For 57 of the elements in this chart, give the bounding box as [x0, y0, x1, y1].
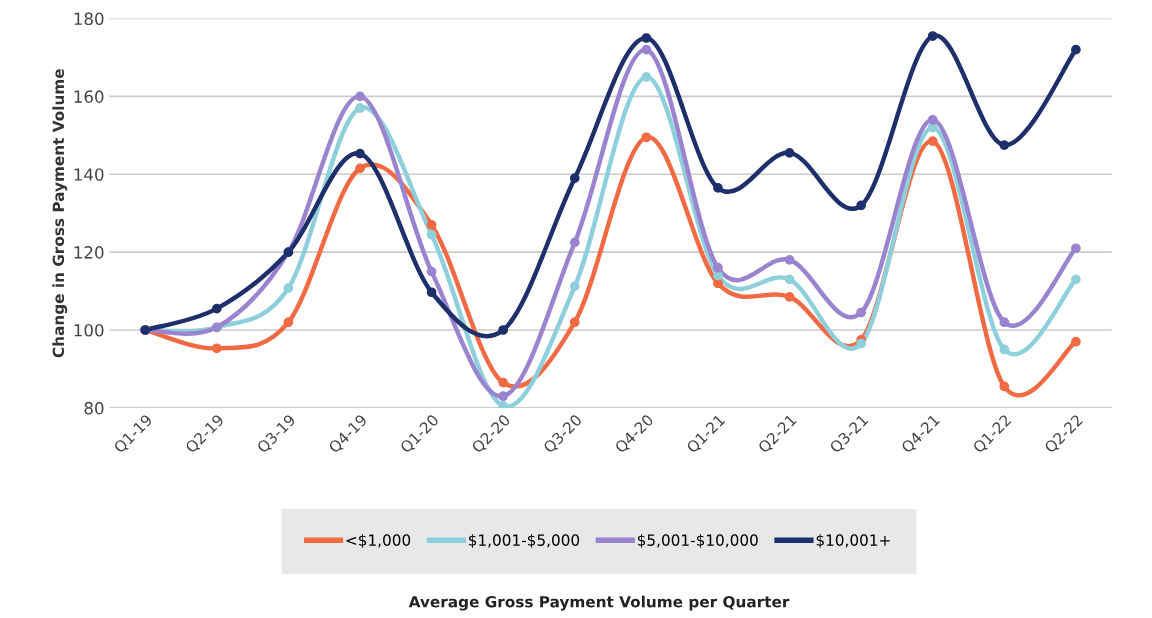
point	[856, 338, 866, 349]
legend-label: $5,001-$10,000	[637, 534, 758, 548]
point	[355, 148, 365, 159]
point	[999, 381, 1010, 392]
y-tick-label: 140	[74, 168, 104, 181]
point	[1071, 243, 1081, 254]
point	[927, 31, 938, 41]
legend-label: <$1,000	[346, 534, 411, 548]
point	[426, 266, 437, 277]
point	[784, 292, 795, 302]
point	[927, 136, 938, 147]
y-tick-label: 80	[84, 401, 104, 415]
point	[498, 391, 509, 402]
point	[211, 343, 222, 354]
point	[856, 200, 866, 211]
point	[355, 103, 365, 113]
point	[426, 220, 437, 230]
point	[569, 173, 580, 184]
y-tick-label: 100	[74, 323, 104, 337]
point	[1071, 44, 1081, 55]
point	[426, 287, 437, 298]
point	[426, 229, 437, 240]
point	[713, 262, 723, 273]
legend-label: $1,001-$5,000	[468, 534, 580, 548]
point	[856, 307, 866, 318]
point	[355, 163, 365, 174]
point	[999, 344, 1010, 355]
point	[569, 281, 580, 292]
point	[641, 72, 652, 82]
point	[211, 303, 222, 314]
point	[784, 274, 795, 285]
text: Average Gross Payment Volume per Quarter	[408, 595, 790, 611]
point	[498, 325, 509, 335]
point	[283, 317, 294, 328]
point	[927, 114, 938, 125]
point	[355, 91, 365, 102]
point	[713, 270, 723, 281]
y-tick-label: 120	[74, 246, 104, 259]
legend-label: $10,001+	[816, 534, 890, 548]
point	[999, 140, 1010, 150]
point	[999, 317, 1010, 328]
point	[641, 44, 652, 55]
point	[1071, 274, 1081, 285]
point	[498, 377, 509, 388]
point	[641, 33, 652, 43]
point	[713, 278, 723, 289]
point	[784, 255, 795, 265]
y-tick-label: 180	[74, 12, 104, 26]
point	[784, 148, 795, 158]
point	[569, 237, 580, 248]
point	[713, 183, 723, 193]
y-axis-title: Change in Gross Payment Volume	[52, 69, 68, 358]
point	[1071, 336, 1081, 347]
y-tick-label: 160	[74, 90, 104, 103]
point	[641, 132, 652, 143]
point	[569, 317, 580, 328]
point	[283, 283, 294, 293]
